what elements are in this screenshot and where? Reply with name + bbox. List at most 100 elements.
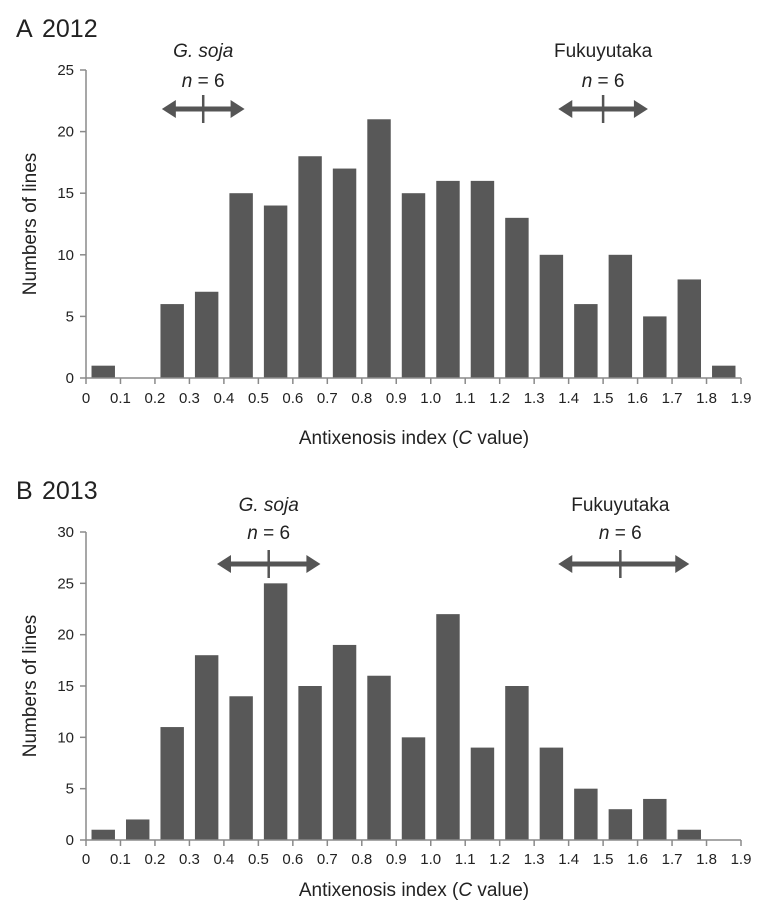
arrow-head-left bbox=[217, 555, 231, 573]
bar bbox=[298, 156, 322, 378]
bar bbox=[574, 304, 598, 378]
x-tick-label: 1.6 bbox=[627, 851, 648, 868]
x-tick-label: 1.8 bbox=[696, 390, 717, 407]
y-tick-label: 15 bbox=[57, 678, 74, 695]
bar bbox=[194, 291, 219, 378]
bar bbox=[712, 365, 736, 378]
bar bbox=[677, 279, 702, 378]
bar bbox=[160, 304, 184, 378]
bar bbox=[505, 686, 529, 840]
panel-year: 2012 bbox=[42, 15, 98, 43]
bar bbox=[539, 747, 564, 840]
bar bbox=[367, 119, 391, 378]
bar bbox=[91, 829, 115, 840]
x-tick-label: 0.6 bbox=[282, 851, 303, 868]
x-tick-label: 1.0 bbox=[420, 851, 441, 868]
sample-size-label: n = 6 bbox=[599, 523, 642, 544]
sample-size-label: n = 6 bbox=[582, 71, 625, 92]
x-tick-label: 1.3 bbox=[524, 390, 545, 407]
bar bbox=[574, 788, 598, 840]
panel-letter: B bbox=[16, 477, 33, 505]
x-tick-label: 0.7 bbox=[317, 851, 338, 868]
group-label: G. soja bbox=[239, 495, 299, 516]
bar bbox=[91, 365, 115, 378]
x-tick-label: 0.3 bbox=[179, 851, 200, 868]
x-tick-label: 1.4 bbox=[558, 851, 579, 868]
y-tick-label: 20 bbox=[57, 627, 74, 644]
y-tick-label: 25 bbox=[57, 575, 74, 592]
x-tick-label: 0.8 bbox=[351, 390, 372, 407]
bar bbox=[401, 193, 426, 378]
sample-size-label: n = 6 bbox=[247, 523, 290, 544]
x-axis-label: Antixenosis index (C value) bbox=[299, 428, 529, 449]
x-axis-label: Antixenosis index (C value) bbox=[299, 880, 529, 901]
bar bbox=[263, 583, 288, 840]
x-tick-label: 0.6 bbox=[282, 390, 303, 407]
x-tick-label: 0.2 bbox=[145, 851, 166, 868]
x-tick-label: 1.2 bbox=[489, 390, 510, 407]
bar bbox=[436, 180, 460, 378]
x-tick-label: 1.4 bbox=[558, 390, 579, 407]
x-tick-label: 0.8 bbox=[351, 851, 372, 868]
bar bbox=[539, 254, 564, 378]
bar bbox=[608, 254, 633, 378]
x-tick-label: 1.7 bbox=[662, 851, 683, 868]
bar bbox=[160, 727, 184, 840]
bar bbox=[470, 747, 495, 840]
arrow-head-left bbox=[161, 100, 176, 118]
x-tick-label: 1.9 bbox=[731, 851, 752, 868]
x-tick-label: 0.4 bbox=[213, 390, 234, 407]
bar bbox=[677, 829, 702, 840]
arrow-head-right bbox=[675, 555, 690, 573]
x-tick-label: 0.1 bbox=[110, 851, 131, 868]
x-tick-label: 0.5 bbox=[248, 851, 269, 868]
bar bbox=[229, 193, 253, 378]
bar bbox=[332, 644, 357, 840]
y-tick-label: 0 bbox=[66, 370, 74, 387]
panel-year: 2013 bbox=[42, 477, 98, 505]
range-annotation: Fukuyutaka n = 6 bbox=[554, 41, 653, 123]
x-tick-label: 0.9 bbox=[386, 851, 407, 868]
panel-b: B 2013 Numbers of lines Antixenosis inde… bbox=[16, 477, 751, 901]
y-tick-label: 5 bbox=[66, 308, 74, 325]
bar bbox=[298, 686, 322, 840]
bar bbox=[194, 655, 219, 840]
y-tick-label: 15 bbox=[57, 185, 74, 202]
x-tick-label: 0.5 bbox=[248, 390, 269, 407]
group-label: Fukuyutaka bbox=[571, 495, 670, 516]
y-axis-label: Numbers of lines bbox=[20, 153, 41, 296]
x-tick-label: 1.1 bbox=[455, 390, 476, 407]
bar bbox=[229, 696, 253, 840]
x-tick-label: 1.2 bbox=[489, 851, 510, 868]
range-annotation: G. soja n = 6 bbox=[161, 41, 245, 123]
panel-letter: A bbox=[16, 15, 33, 43]
bar bbox=[367, 675, 391, 840]
bar bbox=[643, 316, 667, 378]
y-tick-label: 30 bbox=[57, 524, 74, 541]
x-tick-label: 0 bbox=[82, 851, 90, 868]
panel-a: A 2012 Numbers of lines Antixenosis inde… bbox=[16, 15, 751, 449]
y-tick-label: 5 bbox=[66, 781, 74, 798]
y-tick-label: 10 bbox=[57, 247, 74, 264]
x-tick-label: 0.1 bbox=[110, 390, 131, 407]
y-tick-label: 0 bbox=[66, 832, 74, 849]
arrow-head-left bbox=[558, 100, 573, 118]
x-tick-label: 0.4 bbox=[213, 851, 234, 868]
x-tick-label: 1.5 bbox=[593, 851, 614, 868]
x-tick-label: 1.3 bbox=[524, 851, 545, 868]
x-tick-label: 1.5 bbox=[593, 390, 614, 407]
bar bbox=[505, 217, 529, 378]
x-tick-label: 0.3 bbox=[179, 390, 200, 407]
y-axis-label: Numbers of lines bbox=[20, 615, 41, 758]
bar bbox=[332, 168, 357, 378]
arrow-head-right bbox=[306, 555, 321, 573]
x-tick-label: 1.9 bbox=[731, 390, 752, 407]
bar bbox=[643, 798, 667, 840]
x-tick-label: 1.8 bbox=[696, 851, 717, 868]
x-tick-label: 0.7 bbox=[317, 390, 338, 407]
x-tick-label: 0 bbox=[82, 390, 90, 407]
range-annotation: G. soja n = 6 bbox=[217, 495, 321, 578]
y-tick-label: 20 bbox=[57, 124, 74, 141]
bar bbox=[401, 737, 426, 840]
